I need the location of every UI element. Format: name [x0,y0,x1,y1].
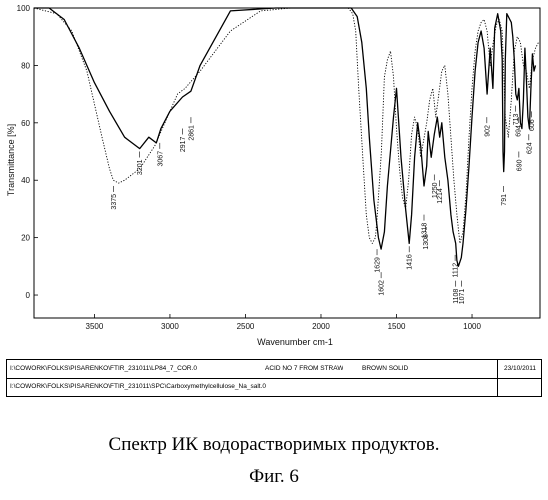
legend-reference-path: I:\COWORK\FOLKS\PISARENKO\FTIR_231011\SP… [10,378,266,396]
peak-label: 902 [484,125,491,137]
y-tick-label: 20 [21,234,30,243]
x-tick-label: 2000 [312,322,330,331]
series-line-solid [34,8,536,266]
peak-label: 3067 [157,151,164,167]
y-tick-label: 60 [21,119,30,128]
ir-spectrum-chart: 0 20 40 60 80 100 3500 3000 2500 2000 1500 1000 33… [0,0,548,360]
peak-label: 1629 [375,257,382,273]
peak-label: 2917 [180,136,187,152]
figure-number: Фиг. 6 [0,466,548,488]
legend-sample-form: BROWN SOLID [362,360,408,378]
series-layer [34,8,539,266]
legend-sample-path: I:\COWORK\FOLKS\PISARENKO\FTIR_231011\LP… [10,360,197,378]
legend-sample-name: ACID NO 7 FROM STRAW [265,360,343,378]
x-tick-label: 2500 [237,322,255,331]
peak-label: 606 [529,119,536,131]
peak-label: 1071 [459,289,466,305]
x-axis-ticks: 3500 3000 2500 2000 1500 1000 [86,314,482,331]
peak-label: 1112 [453,263,460,278]
peak-label: 694 [516,125,523,137]
legend-row-sample: I:\COWORK\FOLKS\PISARENKO\FTIR_231011\LP… [7,360,541,379]
plot-border [34,8,540,318]
peak-label: 3375 [111,194,118,210]
x-axis-label: Wavenumber cm-1 [257,337,333,347]
x-tick-label: 1500 [388,322,406,331]
peak-label: 1602 [379,280,386,296]
peak-label: 1214 [437,188,444,204]
y-tick-label: 100 [17,4,31,13]
peak-label: 1308 [423,234,430,250]
x-tick-label: 3500 [86,322,104,331]
x-tick-label: 3000 [161,322,179,331]
legend-sample-date: 23/10/2011 [504,360,536,378]
peak-label: 713 [513,114,520,126]
peak-labels: 3375320130672917286116291602141613181308… [111,106,536,305]
y-axis-ticks: 0 20 40 60 80 100 [17,4,38,300]
legend-column-divider [497,360,498,396]
y-tick-label: 80 [21,61,30,70]
y-tick-label: 40 [21,176,30,185]
peak-label: 690 [516,159,523,171]
peak-label: 1416 [407,254,414,270]
y-axis-label: Transmittance [%] [6,124,16,196]
y-tick-label: 0 [26,291,31,300]
x-tick-label: 1000 [463,322,481,331]
peak-label: 791 [501,194,508,206]
spectrum-legend-table: I:\COWORK\FOLKS\PISARENKO\FTIR_231011\LP… [6,359,542,397]
peak-label: 3201 [137,159,144,175]
figure-caption: Спектр ИК водорастворимых продуктов. [0,434,548,456]
peak-label: 624 [526,142,533,154]
legend-row-reference: I:\COWORK\FOLKS\PISARENKO\FTIR_231011\SP… [7,378,541,396]
peak-label: 2861 [188,125,195,141]
plot-frame [34,8,540,318]
series-line-dotted [34,8,539,243]
